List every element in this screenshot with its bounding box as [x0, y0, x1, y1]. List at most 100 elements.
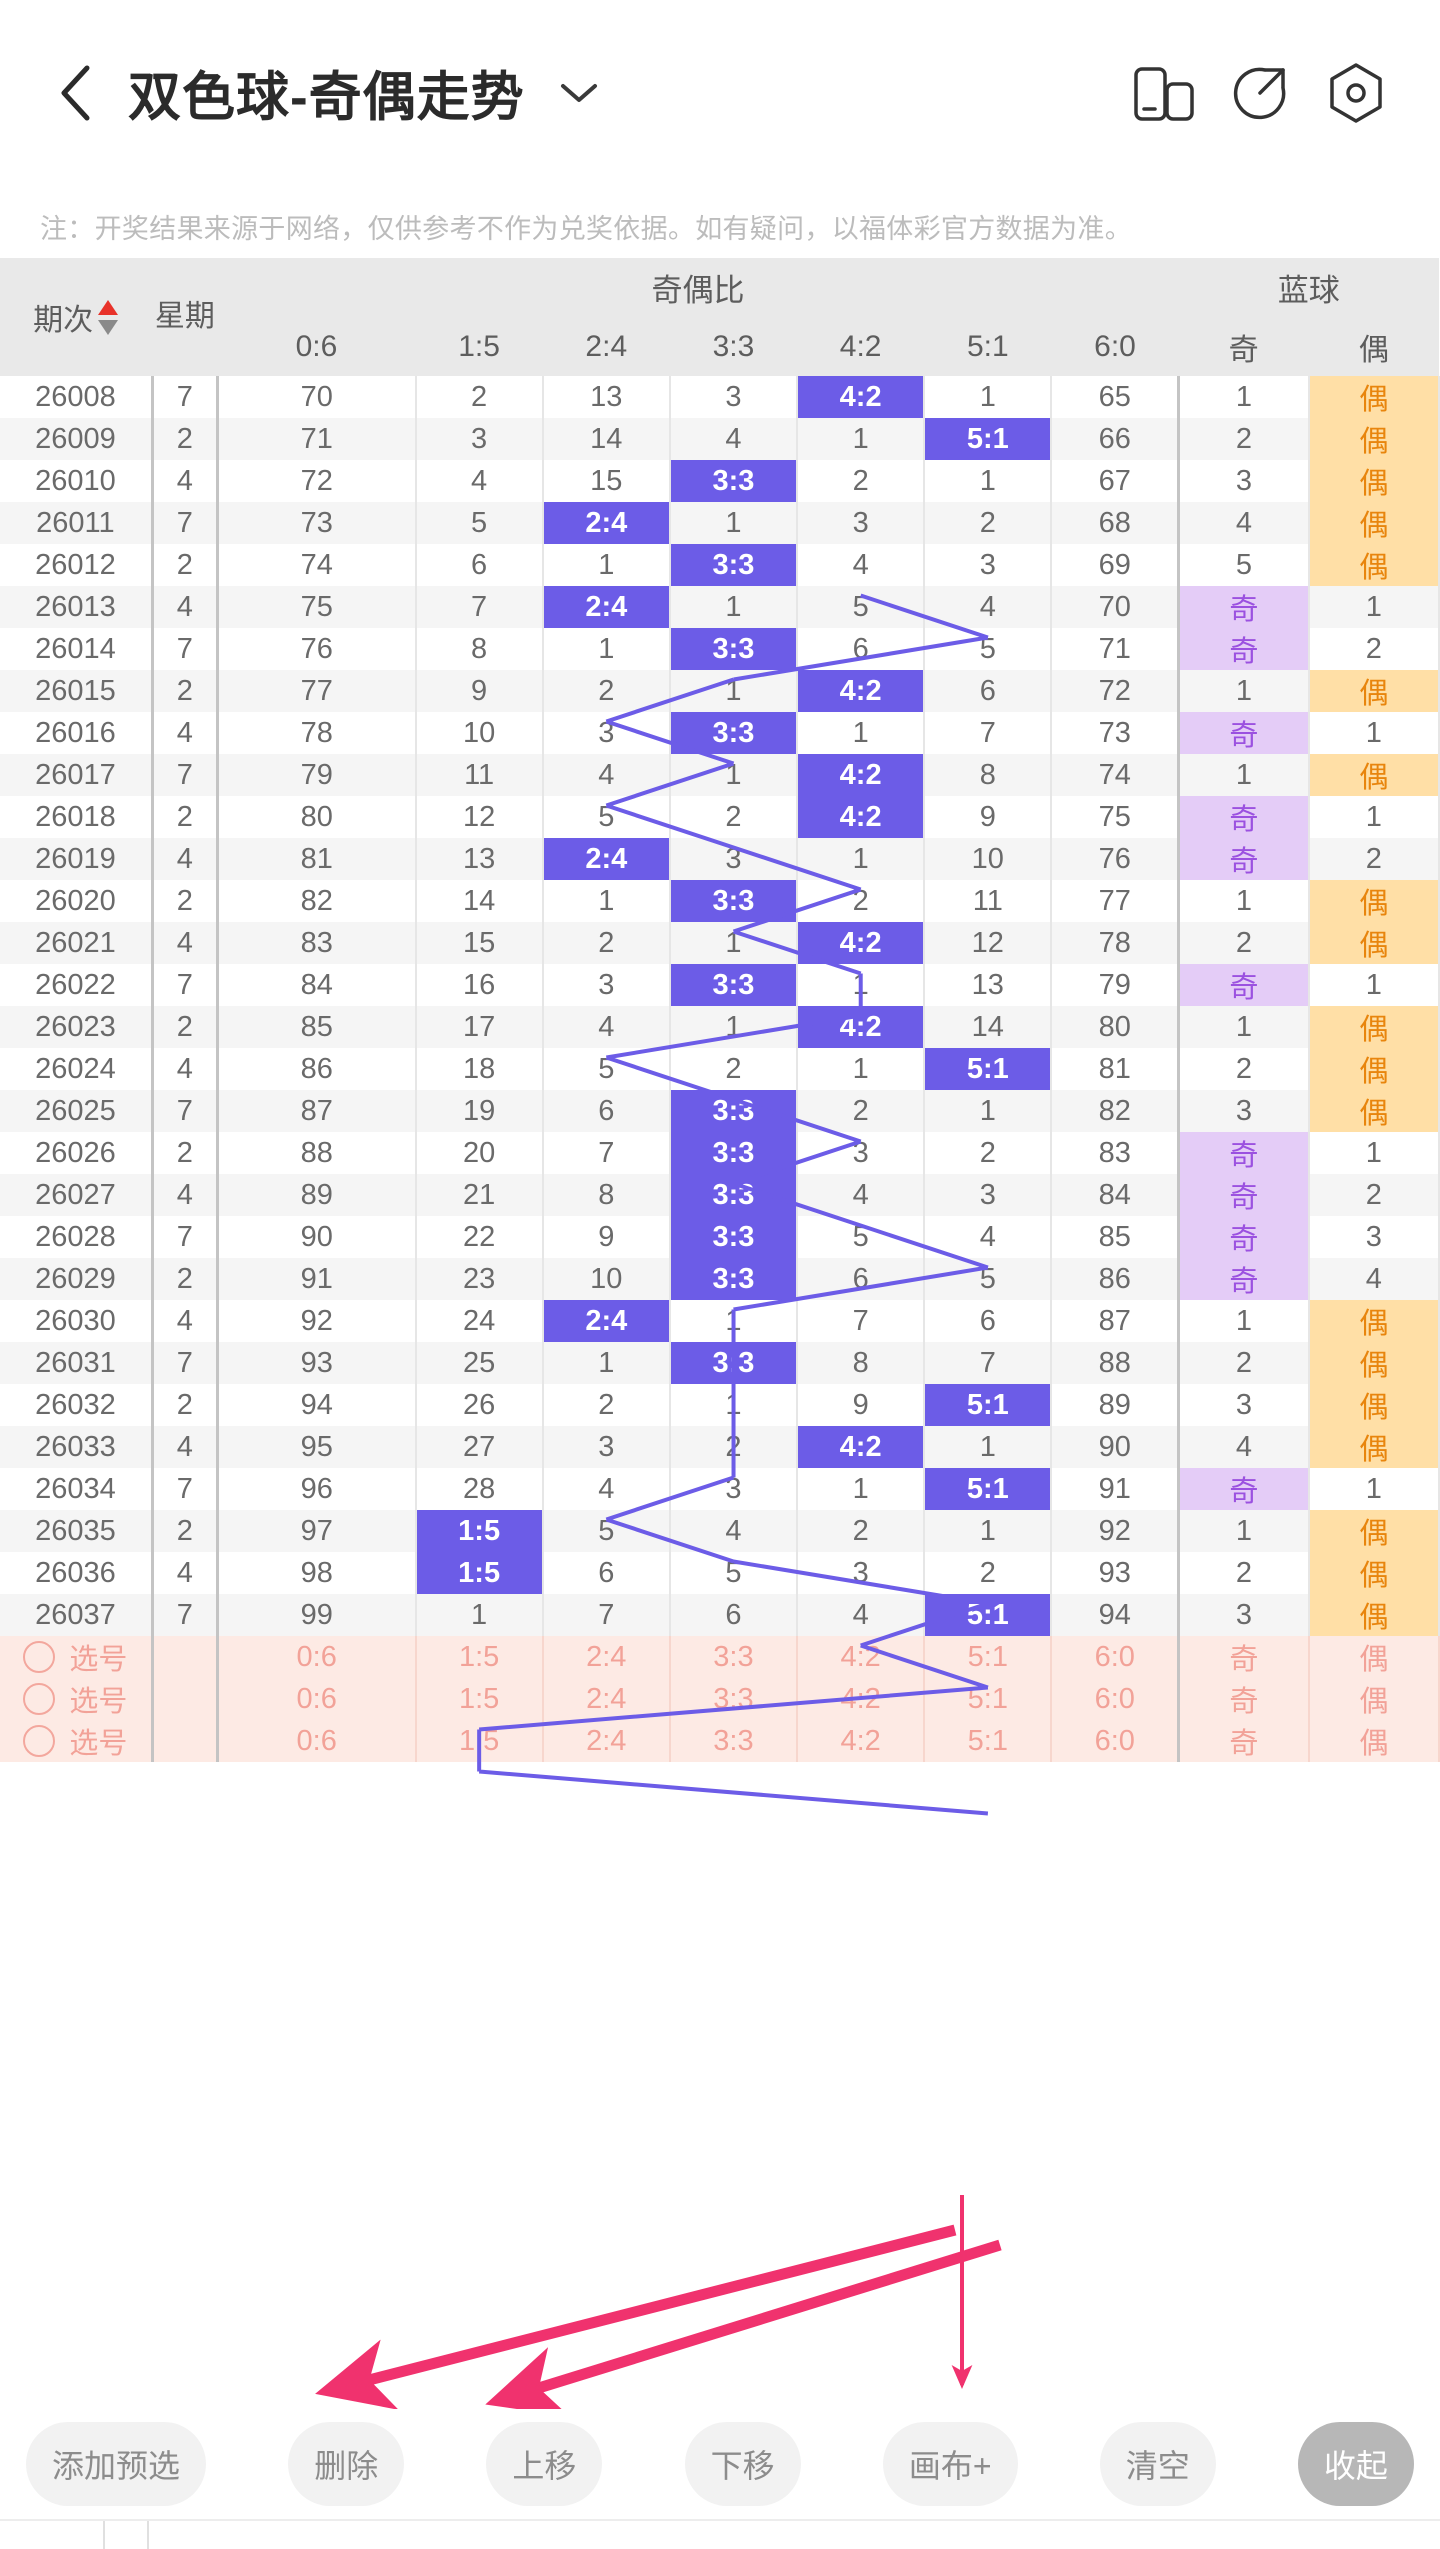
cell-blue-odd[interactable]: 4	[1177, 1426, 1310, 1468]
cell-blue-odd[interactable]: 奇	[1177, 712, 1310, 754]
cell-ratio[interactable]: 73	[1051, 712, 1180, 754]
cell-ratio[interactable]: 3:3	[669, 1132, 799, 1174]
table-row[interactable]: 26014 7 76 8 1 3:3 6 5 71 奇 2	[0, 628, 1440, 670]
cell-ratio[interactable]: 67	[1051, 460, 1180, 502]
canvas-add-button[interactable]: 画布+	[882, 2422, 1018, 2506]
pick-cell-blue-even[interactable]: 偶	[1308, 1678, 1440, 1720]
pick-cell-ratio[interactable]: 5:1	[924, 1720, 1053, 1762]
add-preselect-button[interactable]: 添加预选	[26, 2422, 207, 2506]
header-weekday[interactable]: 星期	[152, 258, 218, 376]
cell-ratio[interactable]: 78	[1051, 922, 1180, 964]
cell-blue-odd[interactable]: 奇	[1177, 1132, 1310, 1174]
table-row[interactable]: 26023 2 85 17 4 1 4:2 14 80 1 偶	[0, 1006, 1440, 1048]
cell-ratio[interactable]: 3:3	[669, 628, 799, 670]
header-ratio-2-4[interactable]: 2:4	[542, 317, 670, 376]
cell-ratio[interactable]: 3	[669, 376, 799, 418]
cell-ratio[interactable]: 11	[924, 880, 1053, 922]
cell-ratio[interactable]: 79	[1051, 964, 1180, 1006]
cell-blue-even[interactable]: 偶	[1308, 1426, 1440, 1468]
cell-ratio[interactable]: 94	[217, 1384, 417, 1426]
cell-ratio[interactable]: 3:3	[669, 964, 799, 1006]
cell-ratio[interactable]: 83	[1051, 1132, 1180, 1174]
cell-ratio[interactable]: 14	[542, 418, 671, 460]
cell-ratio[interactable]: 69	[1051, 544, 1180, 586]
cell-ratio[interactable]: 4	[669, 1510, 799, 1552]
cell-ratio[interactable]: 19	[415, 1090, 544, 1132]
cell-ratio[interactable]: 5:1	[924, 418, 1053, 460]
cell-ratio[interactable]: 1	[924, 1510, 1053, 1552]
cell-ratio[interactable]: 99	[217, 1594, 417, 1636]
cell-ratio[interactable]: 3:3	[669, 1216, 799, 1258]
cell-ratio[interactable]: 4	[542, 1468, 671, 1510]
cell-blue-odd[interactable]: 1	[1177, 1510, 1310, 1552]
cell-blue-even[interactable]: 偶	[1308, 1090, 1440, 1132]
cell-ratio[interactable]: 73	[217, 502, 417, 544]
cell-ratio[interactable]: 2	[797, 1090, 926, 1132]
cell-ratio[interactable]: 17	[415, 1006, 544, 1048]
table-row[interactable]: 26019 4 81 13 2:4 3 1 10 76 奇 2	[0, 838, 1440, 880]
trend-table-container[interactable]: 期次 星期 奇偶比 蓝球	[0, 258, 1440, 2410]
cell-blue-odd[interactable]: 1	[1177, 376, 1310, 418]
cell-ratio[interactable]: 26	[415, 1384, 544, 1426]
cell-ratio[interactable]: 28	[415, 1468, 544, 1510]
cell-ratio[interactable]: 25	[415, 1342, 544, 1384]
cell-ratio[interactable]: 11	[415, 754, 544, 796]
cell-ratio[interactable]: 81	[217, 838, 417, 880]
cell-ratio[interactable]: 83	[217, 922, 417, 964]
cell-ratio[interactable]: 1	[669, 1384, 799, 1426]
cell-ratio[interactable]: 4	[797, 1174, 926, 1216]
cell-ratio[interactable]: 92	[217, 1300, 417, 1342]
cell-ratio[interactable]: 5	[797, 586, 926, 628]
cell-ratio[interactable]: 2:4	[542, 1300, 671, 1342]
cell-ratio[interactable]: 7	[924, 1342, 1053, 1384]
cell-ratio[interactable]: 82	[217, 880, 417, 922]
pick-row[interactable]: 选号 0:6 1:5 2:4 3:3 4:2 5:1 6:0 奇偶	[0, 1636, 1440, 1678]
table-row[interactable]: 26016 4 78 10 3 3:3 1 7 73 奇 1	[0, 712, 1440, 754]
collapse-button[interactable]: 收起	[1297, 2422, 1414, 2506]
cell-ratio[interactable]: 13	[415, 838, 544, 880]
cell-ratio[interactable]: 9	[797, 1384, 926, 1426]
pick-cell-blue-odd[interactable]: 奇	[1177, 1678, 1310, 1720]
radio-circle-icon[interactable]	[23, 1641, 56, 1673]
cell-ratio[interactable]: 1	[669, 502, 799, 544]
cell-ratio[interactable]: 22	[415, 1216, 544, 1258]
pick-cell-blue-odd[interactable]: 奇	[1177, 1720, 1310, 1762]
cell-blue-odd[interactable]: 1	[1177, 754, 1310, 796]
cell-ratio[interactable]: 6	[669, 1594, 799, 1636]
cell-blue-even[interactable]: 偶	[1308, 1006, 1440, 1048]
cell-ratio[interactable]: 5	[797, 1216, 926, 1258]
pick-cell-ratio[interactable]: 6:0	[1051, 1636, 1180, 1678]
pick-cell-ratio[interactable]: 6:0	[1051, 1678, 1180, 1720]
cell-ratio[interactable]: 3	[542, 1426, 671, 1468]
cell-ratio[interactable]: 2:4	[542, 838, 671, 880]
cell-blue-even[interactable]: 3	[1308, 1216, 1440, 1258]
cell-blue-even[interactable]: 偶	[1308, 376, 1440, 418]
cell-ratio[interactable]: 4:2	[797, 1006, 926, 1048]
cell-ratio[interactable]: 1	[669, 670, 799, 712]
table-row[interactable]: 26036 4 98 1:5 6 5 3 2 93 2 偶	[0, 1552, 1440, 1594]
table-row[interactable]: 26017 7 79 11 4 1 4:2 8 74 1 偶	[0, 754, 1440, 796]
table-row[interactable]: 26011 7 73 5 2:4 1 3 2 68 4 偶	[0, 502, 1440, 544]
cell-ratio[interactable]: 1	[669, 922, 799, 964]
cell-ratio[interactable]: 96	[217, 1468, 417, 1510]
cell-ratio[interactable]: 4	[797, 1594, 926, 1636]
pick-cell-ratio[interactable]: 5:1	[924, 1636, 1053, 1678]
clear-button[interactable]: 清空	[1099, 2422, 1216, 2506]
pick-row[interactable]: 选号 0:6 1:5 2:4 3:3 4:2 5:1 6:0 奇偶	[0, 1678, 1440, 1720]
cell-blue-odd[interactable]: 1	[1177, 1006, 1310, 1048]
table-row[interactable]: 26032 2 94 26 2 1 9 5:1 89 3 偶	[0, 1384, 1440, 1426]
settings-button[interactable]	[1308, 45, 1404, 141]
cell-ratio[interactable]: 2	[415, 376, 544, 418]
header-ratio-4-2[interactable]: 4:2	[797, 317, 925, 376]
cell-ratio[interactable]: 72	[1051, 670, 1180, 712]
cell-ratio[interactable]: 70	[217, 376, 417, 418]
cell-ratio[interactable]: 94	[1051, 1594, 1180, 1636]
pick-cell-ratio[interactable]: 1:5	[415, 1636, 544, 1678]
table-row[interactable]: 26037 7 99 1 7 6 4 5:1 94 3 偶	[0, 1594, 1440, 1636]
cell-ratio[interactable]: 1	[924, 1090, 1053, 1132]
cell-blue-even[interactable]: 偶	[1308, 460, 1440, 502]
cell-blue-even[interactable]: 1	[1308, 964, 1440, 1006]
cell-ratio[interactable]: 1	[924, 460, 1053, 502]
cell-blue-even[interactable]: 1	[1308, 1468, 1440, 1510]
cell-ratio[interactable]: 5:1	[924, 1468, 1053, 1510]
